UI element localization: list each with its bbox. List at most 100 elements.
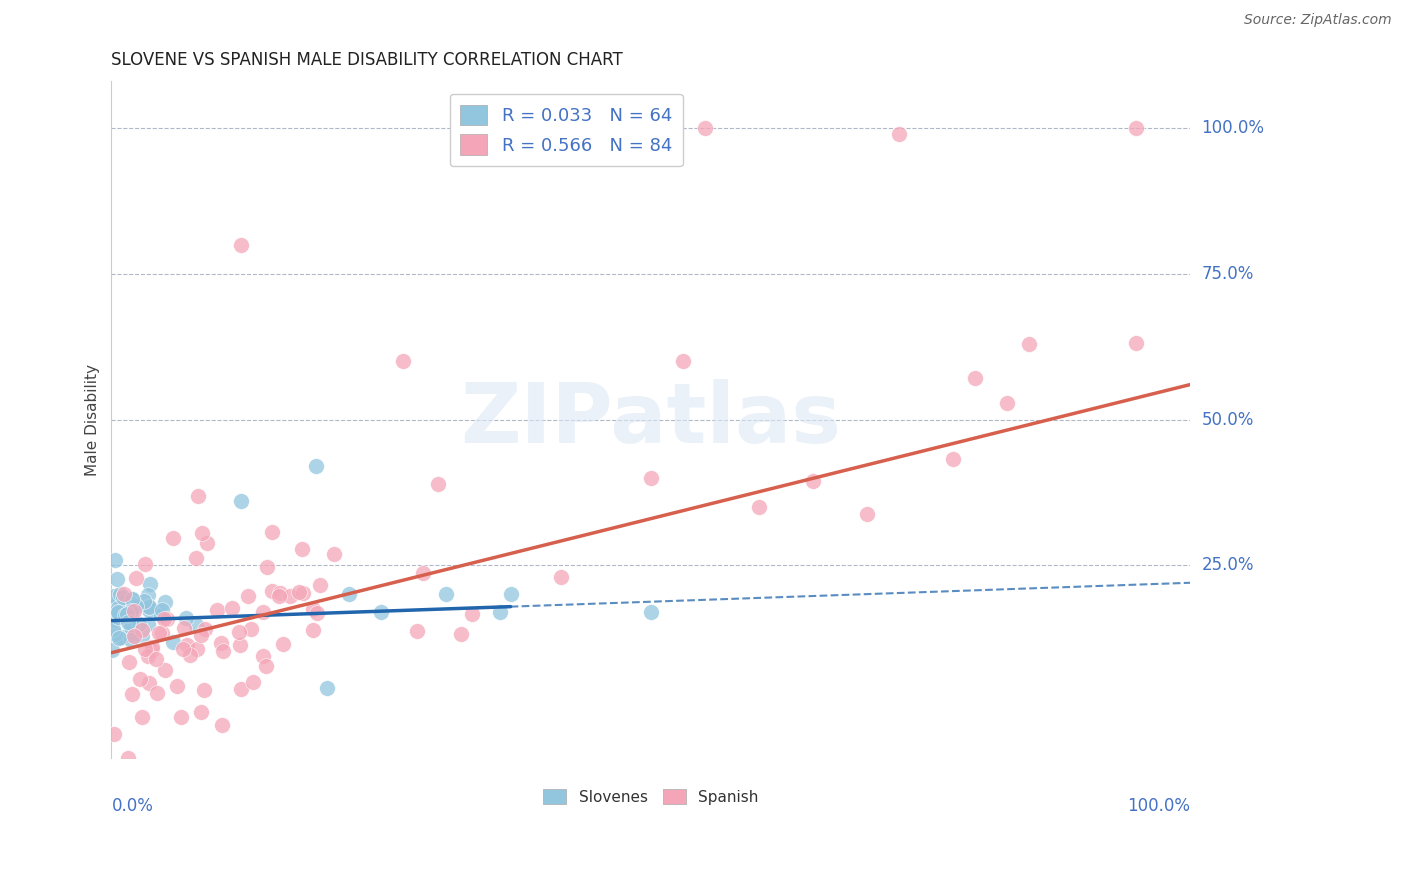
Point	[110, 630, 132, 644]
Point	[107, 595, 129, 609]
Point	[942, 452, 965, 467]
Point	[120, 604, 142, 618]
Point	[150, 603, 173, 617]
Point	[117, 608, 139, 623]
Point	[221, 601, 243, 615]
Point	[195, 536, 218, 550]
Point	[121, 609, 143, 624]
Point	[169, 710, 191, 724]
Point	[292, 585, 315, 599]
Point	[131, 709, 153, 723]
Point	[120, 632, 142, 647]
Point	[145, 652, 167, 666]
Point	[228, 625, 250, 640]
Point	[801, 475, 824, 489]
Point	[150, 608, 173, 623]
Text: 50.0%: 50.0%	[1202, 410, 1254, 428]
Point	[138, 676, 160, 690]
Point	[120, 620, 142, 634]
Point	[434, 587, 457, 601]
Point	[115, 607, 138, 621]
Point	[172, 641, 194, 656]
Point	[129, 672, 152, 686]
Point	[103, 727, 125, 741]
Point	[337, 587, 360, 601]
Point	[309, 578, 332, 592]
Point	[118, 655, 141, 669]
Point	[115, 595, 138, 609]
Point	[190, 628, 212, 642]
Point	[131, 624, 153, 638]
Text: 100.0%: 100.0%	[1128, 797, 1191, 814]
Point	[150, 626, 173, 640]
Point	[153, 663, 176, 677]
Point	[112, 594, 135, 608]
Point	[134, 557, 156, 571]
Text: ZIPatlas: ZIPatlas	[460, 379, 841, 460]
Point	[105, 572, 128, 586]
Point	[194, 623, 217, 637]
Point	[104, 626, 127, 640]
Point	[118, 627, 141, 641]
Point	[316, 681, 339, 695]
Point	[186, 618, 208, 632]
Point	[108, 587, 131, 601]
Point	[138, 599, 160, 614]
Point	[128, 616, 150, 631]
Point	[136, 588, 159, 602]
Point	[125, 571, 148, 585]
Point	[887, 127, 910, 141]
Point	[136, 648, 159, 663]
Point	[209, 635, 232, 649]
Point	[131, 629, 153, 643]
Point	[117, 615, 139, 629]
Point	[305, 459, 328, 474]
Point	[148, 625, 170, 640]
Point	[103, 613, 125, 627]
Point	[122, 597, 145, 611]
Point	[112, 587, 135, 601]
Point	[236, 590, 259, 604]
Point	[550, 569, 572, 583]
Point	[184, 551, 207, 566]
Point	[148, 605, 170, 619]
Text: 75.0%: 75.0%	[1202, 265, 1254, 283]
Point	[406, 624, 429, 639]
Point	[278, 589, 301, 603]
Point	[488, 605, 510, 619]
Point	[412, 566, 434, 580]
Point	[252, 606, 274, 620]
Point	[121, 591, 143, 606]
Point	[242, 674, 264, 689]
Point	[134, 594, 156, 608]
Point	[174, 611, 197, 625]
Point	[640, 605, 662, 619]
Point	[114, 607, 136, 622]
Point	[152, 611, 174, 625]
Point	[111, 591, 134, 605]
Point	[101, 622, 124, 636]
Point	[291, 542, 314, 557]
Point	[262, 525, 284, 540]
Point	[305, 607, 328, 621]
Point	[205, 603, 228, 617]
Point	[162, 531, 184, 545]
Point	[110, 630, 132, 644]
Text: Source: ZipAtlas.com: Source: ZipAtlas.com	[1244, 13, 1392, 28]
Point	[186, 642, 208, 657]
Point	[134, 641, 156, 656]
Point	[145, 686, 167, 700]
Point	[107, 631, 129, 645]
Point	[499, 587, 522, 601]
Point	[153, 594, 176, 608]
Point	[138, 599, 160, 614]
Point	[1125, 120, 1147, 135]
Point	[995, 396, 1018, 410]
Point	[103, 609, 125, 624]
Point	[391, 354, 413, 368]
Text: 100.0%: 100.0%	[1202, 119, 1264, 137]
Point	[693, 120, 716, 135]
Point	[269, 586, 291, 600]
Point	[187, 489, 209, 503]
Point	[136, 616, 159, 631]
